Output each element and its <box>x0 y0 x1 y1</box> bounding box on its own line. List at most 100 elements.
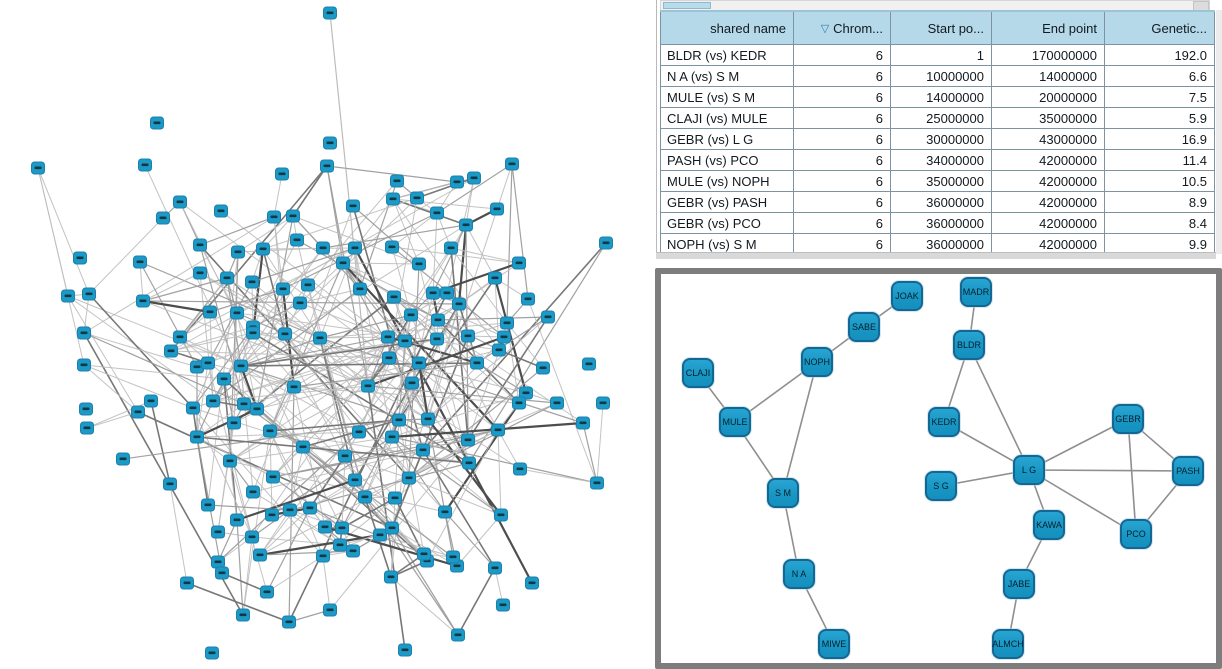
cell-start[interactable]: 10000000 <box>890 65 992 87</box>
cell-chromosome[interactable]: 6 <box>793 170 891 192</box>
network-edge[interactable] <box>782 361 818 494</box>
network-node[interactable] <box>550 396 564 410</box>
network-node[interactable] <box>386 192 400 206</box>
network-node[interactable] <box>286 209 300 223</box>
network-node[interactable] <box>385 240 399 254</box>
cell-genetic[interactable]: 8.9 <box>1104 191 1215 213</box>
network-node-L-G[interactable]: L G <box>1013 455 1045 485</box>
table-bottom-scroll-track[interactable] <box>656 252 1216 259</box>
network-node[interactable] <box>513 462 527 476</box>
network-node[interactable] <box>461 433 475 447</box>
cell-shared-name[interactable]: GEBR (vs) L G <box>660 128 794 150</box>
table-row[interactable]: PASH (vs) PCO 6 34000000 42000000 11.4 <box>660 149 1215 171</box>
network-node[interactable] <box>467 171 481 185</box>
cell-genetic[interactable]: 5.9 <box>1104 107 1215 129</box>
network-node[interactable] <box>576 416 590 430</box>
cell-end[interactable]: 42000000 <box>991 170 1105 192</box>
network-node[interactable] <box>316 241 330 255</box>
network-node[interactable] <box>245 530 259 544</box>
network-node[interactable] <box>193 238 207 252</box>
network-node-BLDR[interactable]: BLDR <box>953 330 985 360</box>
column-header-end-point[interactable]: End point <box>991 10 1105 45</box>
network-node[interactable] <box>234 359 248 373</box>
network-node[interactable] <box>398 643 412 657</box>
network-node[interactable] <box>203 305 217 319</box>
network-node[interactable] <box>348 241 362 255</box>
cell-genetic[interactable]: 192.0 <box>1104 44 1215 66</box>
network-node[interactable] <box>497 330 511 344</box>
cell-start[interactable]: 36000000 <box>890 191 992 213</box>
network-node[interactable] <box>348 473 362 487</box>
cell-shared-name[interactable]: CLAJI (vs) MULE <box>660 107 794 129</box>
network-node[interactable] <box>31 161 45 175</box>
cell-shared-name[interactable]: GEBR (vs) PASH <box>660 191 794 213</box>
table-row[interactable]: GEBR (vs) L G 6 30000000 43000000 16.9 <box>660 128 1215 150</box>
cell-genetic[interactable]: 11.4 <box>1104 149 1215 171</box>
network-node[interactable] <box>417 547 431 561</box>
network-node[interactable] <box>220 271 234 285</box>
cell-shared-name[interactable]: N A (vs) S M <box>660 65 794 87</box>
network-edge[interactable] <box>1028 469 1137 535</box>
scrollbar-thumb[interactable] <box>663 2 711 9</box>
cell-chromosome[interactable]: 6 <box>793 107 891 129</box>
network-node[interactable] <box>260 585 274 599</box>
cell-end[interactable]: 170000000 <box>991 44 1105 66</box>
subnetwork-view[interactable]: JOAK MADR SABE BLDR NOPH CLAJI KEDR GEBR MULE L G… <box>655 268 1222 669</box>
network-node[interactable] <box>205 646 219 660</box>
network-node[interactable] <box>440 286 454 300</box>
network-node[interactable] <box>404 308 418 322</box>
cell-shared-name[interactable]: NOPH (vs) S M <box>660 233 794 255</box>
network-node[interactable] <box>267 210 281 224</box>
network-node[interactable] <box>488 271 502 285</box>
cell-end[interactable]: 43000000 <box>991 128 1105 150</box>
network-node-KAWA[interactable]: KAWA <box>1033 510 1065 540</box>
network-node[interactable] <box>293 296 307 310</box>
cell-start[interactable]: 25000000 <box>890 107 992 129</box>
network-node[interactable] <box>385 521 399 535</box>
network-node[interactable] <box>459 218 473 232</box>
network-node[interactable] <box>452 297 466 311</box>
network-node[interactable] <box>438 505 452 519</box>
cell-end[interactable]: 42000000 <box>991 149 1105 171</box>
network-node[interactable] <box>227 416 241 430</box>
network-edge[interactable] <box>1028 469 1189 472</box>
network-node[interactable] <box>318 520 332 534</box>
cell-genetic[interactable]: 16.9 <box>1104 128 1215 150</box>
network-node[interactable] <box>287 380 301 394</box>
table-row[interactable]: N A (vs) S M 6 10000000 14000000 6.6 <box>660 65 1215 87</box>
cell-start[interactable]: 1 <box>890 44 992 66</box>
network-node[interactable] <box>346 544 360 558</box>
network-node[interactable] <box>223 454 237 468</box>
network-node[interactable] <box>265 508 279 522</box>
column-header-genetic[interactable]: Genetic... <box>1104 10 1215 45</box>
network-node[interactable] <box>230 306 244 320</box>
network-node[interactable] <box>193 266 207 280</box>
network-node[interactable] <box>336 256 350 270</box>
network-node[interactable] <box>392 413 406 427</box>
network-node-CLAJI[interactable]: CLAJI <box>682 358 714 388</box>
network-node-N-A[interactable]: N A <box>783 559 815 589</box>
cell-genetic[interactable]: 6.6 <box>1104 65 1215 87</box>
network-node[interactable] <box>164 344 178 358</box>
network-node[interactable] <box>263 424 277 438</box>
network-node[interactable] <box>206 394 220 408</box>
network-node[interactable] <box>446 550 460 564</box>
network-node[interactable] <box>180 576 194 590</box>
network-node[interactable] <box>599 236 613 250</box>
network-node[interactable] <box>211 555 225 569</box>
network-node[interactable] <box>116 452 130 466</box>
network-node[interactable] <box>231 245 245 259</box>
network-node[interactable] <box>77 358 91 372</box>
network-node[interactable] <box>494 508 508 522</box>
network-node[interactable] <box>402 471 416 485</box>
network-node[interactable] <box>431 313 445 327</box>
cell-shared-name[interactable]: MULE (vs) NOPH <box>660 170 794 192</box>
network-node-MADR[interactable]: MADR <box>960 277 992 307</box>
network-node[interactable] <box>352 425 366 439</box>
network-node[interactable] <box>491 423 505 437</box>
network-node[interactable] <box>387 290 401 304</box>
network-node[interactable] <box>388 491 402 505</box>
network-node[interactable] <box>156 211 170 225</box>
network-edge[interactable] <box>968 344 1030 471</box>
network-node[interactable] <box>215 566 229 580</box>
